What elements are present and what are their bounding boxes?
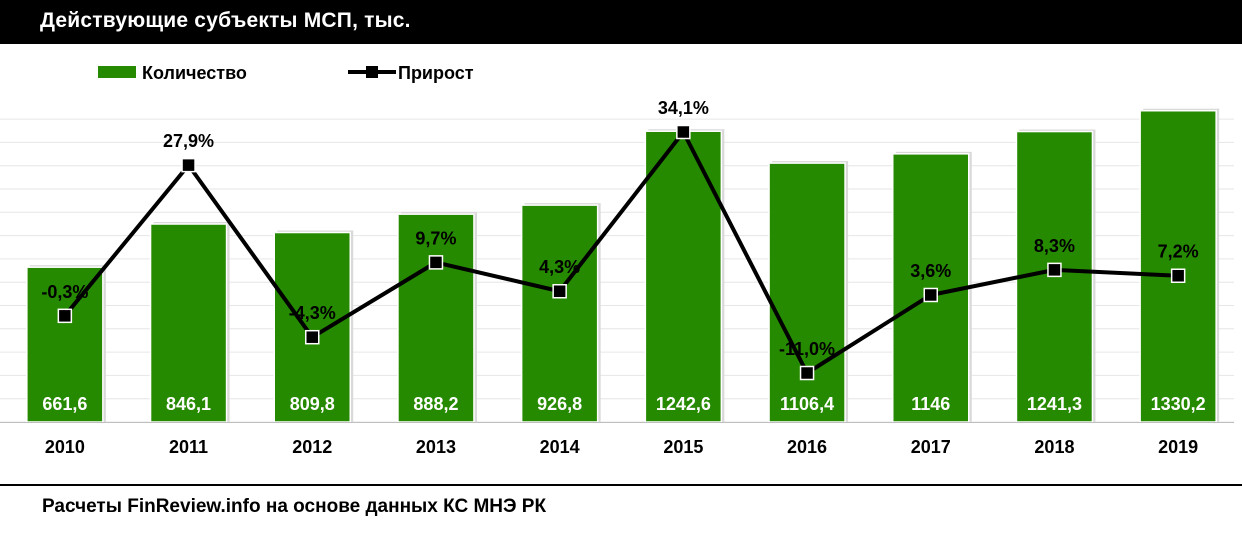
x-tick-2017: 2017 <box>911 437 951 457</box>
x-axis: 2010 2011 2012 2013 2014 2015 2016 2017 2018 2019 <box>45 437 1198 457</box>
bar-2011 <box>149 223 228 423</box>
legend: Количество Прирост <box>98 63 474 83</box>
growth-marker-2014 <box>552 283 567 299</box>
growth-value-label-2016: -11,0% <box>779 339 835 359</box>
growth-marker-2010 <box>57 308 73 324</box>
bar-value-label-2016: 1106,4 <box>780 394 834 414</box>
growth-value-label-2013: 9,7% <box>415 228 456 248</box>
growth-marker-2013 <box>428 255 444 270</box>
x-tick-2014: 2014 <box>540 437 580 457</box>
growth-marker-2019 <box>1170 268 1186 283</box>
x-tick-2019: 2019 <box>1158 437 1198 457</box>
bar-value-label-2019: 1330,2 <box>1151 394 1206 414</box>
x-tick-2015: 2015 <box>663 437 703 457</box>
x-tick-2012: 2012 <box>292 437 332 457</box>
bar-2015 <box>644 130 723 423</box>
bar-2012 <box>273 231 351 423</box>
footer-divider <box>0 484 1242 486</box>
growth-marker-2011 <box>181 157 196 173</box>
growth-value-label-2014: 4,3% <box>539 257 580 277</box>
x-tick-2013: 2013 <box>416 437 456 457</box>
bar-value-label-2012: 809,8 <box>290 394 335 414</box>
legend-bar-swatch <box>98 66 136 78</box>
x-tick-2011: 2011 <box>169 437 208 457</box>
growth-value-label-2015: 34,1% <box>658 98 709 118</box>
chart-title: Действующие субъекты МСП, тыс. <box>0 0 1242 44</box>
data-labels: 661,6 846,1 809,8 888,2 926,8 1242,6 1106,4 114… <box>41 98 1205 414</box>
x-tick-2018: 2018 <box>1034 437 1074 457</box>
growth-marker-2018 <box>1047 262 1062 278</box>
x-tick-2010: 2010 <box>45 437 85 457</box>
growth-marker-2016 <box>799 365 815 381</box>
growth-value-label-2012: -4,3% <box>289 303 336 323</box>
legend-line-marker <box>366 66 378 78</box>
bar-value-label-2011: 846,1 <box>166 394 211 414</box>
bar-2010 <box>26 266 104 423</box>
growth-marker-2012 <box>305 329 320 345</box>
growth-line <box>57 124 1186 381</box>
growth-value-label-2018: 8,3% <box>1034 236 1075 256</box>
source-note: Расчеты FinReview.info на основе данных … <box>42 496 547 517</box>
growth-value-label-2017: 3,6% <box>910 261 951 281</box>
growth-polyline <box>63 130 1179 375</box>
bar-2016 <box>768 162 846 423</box>
bar-2019 <box>1139 109 1217 423</box>
x-tick-2016: 2016 <box>787 437 827 457</box>
bar-value-label-2010: 661,6 <box>42 394 87 414</box>
bars <box>0 108 1234 423</box>
bar-value-label-2015: 1242,6 <box>656 394 711 414</box>
bar-2013 <box>397 213 475 423</box>
bar-2014 <box>520 204 599 423</box>
legend-bar-label: Количество <box>142 63 247 83</box>
growth-value-label-2010: -0,3% <box>41 282 88 302</box>
growth-marker-2015 <box>676 124 691 140</box>
bar-value-label-2017: 1146 <box>911 394 950 414</box>
growth-value-label-2011: 27,9% <box>163 131 214 151</box>
growth-value-label-2019: 7,2% <box>1158 242 1199 262</box>
bar-value-label-2018: 1241,3 <box>1027 394 1082 414</box>
bar-value-label-2014: 926,8 <box>537 394 582 414</box>
growth-marker-2017 <box>923 287 938 303</box>
bar-value-label-2013: 888,2 <box>413 394 458 414</box>
legend-line-label: Прирост <box>398 63 474 83</box>
chart: Количество Прирост 661,6 846,1 809,8 888,2 9… <box>0 63 1234 457</box>
